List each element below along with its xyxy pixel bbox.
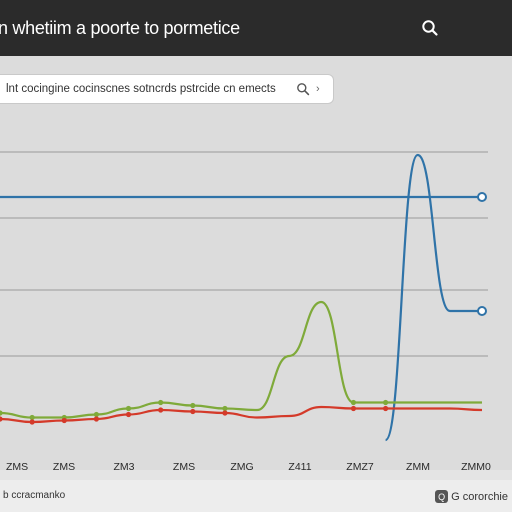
series-2-point-3 xyxy=(93,411,99,418)
series-2-point-7 xyxy=(222,405,228,412)
series-2-point-4 xyxy=(125,405,132,412)
x-tick-label-1: ZMS xyxy=(53,461,75,473)
series-3-point-2 xyxy=(61,417,67,424)
chevron-right-icon[interactable]: › xyxy=(316,83,320,95)
series-2-point-5 xyxy=(158,399,164,406)
x-tick-label-6: ZMZ7 xyxy=(346,461,374,473)
x-tick-label-5: Z411 xyxy=(288,461,311,473)
series-line-1 xyxy=(384,153,482,442)
x-tick-label-3: ZMS xyxy=(173,461,195,473)
x-tick-label-0: ZMS xyxy=(6,461,28,473)
series-3-point-11 xyxy=(350,405,357,412)
page-title: n whetiim a poorte to pormetice xyxy=(0,17,240,38)
series-0-point-15 xyxy=(477,192,487,202)
footer-caption: b ccracmanko xyxy=(3,490,66,501)
series-3-point-12 xyxy=(383,405,389,412)
x-tick-label-2: ZM3 xyxy=(114,461,135,473)
series-3-point-6 xyxy=(190,408,196,415)
x-tick-label-7: ZMM xyxy=(406,461,430,473)
series-2-point-11 xyxy=(350,399,357,406)
series-3-point-4 xyxy=(125,411,132,418)
series-3-point-7 xyxy=(222,410,228,416)
series-3-point-1 xyxy=(29,419,35,425)
chart-panel xyxy=(0,56,512,470)
footer-attribution: Q G cororchie xyxy=(435,490,508,503)
series-line-3 xyxy=(0,405,483,424)
series-2-point-6 xyxy=(190,402,196,409)
series-line-2 xyxy=(0,300,482,419)
app-header: n whetiim a poorte to pormetice xyxy=(0,0,512,56)
series-3-point-0 xyxy=(0,416,3,422)
series-3-point-5 xyxy=(158,407,164,413)
x-tick-label-8: ZMM0 xyxy=(461,461,491,473)
footer-right-label[interactable]: G cororchie xyxy=(451,490,508,503)
footer xyxy=(0,480,512,512)
search-icon[interactable] xyxy=(294,80,312,98)
series-2-point-1 xyxy=(29,414,35,421)
footer-badge[interactable]: Q xyxy=(435,490,449,503)
series-2-point-12 xyxy=(383,399,389,406)
search-icon[interactable] xyxy=(418,16,442,40)
chart-search-bar[interactable]: › xyxy=(0,74,334,104)
x-tick-label-4: ZMG xyxy=(230,461,253,473)
series-1-point-15 xyxy=(477,306,487,316)
series-2-point-0 xyxy=(0,410,3,416)
series-3-point-3 xyxy=(93,416,99,422)
chart-search-input[interactable] xyxy=(6,83,292,95)
